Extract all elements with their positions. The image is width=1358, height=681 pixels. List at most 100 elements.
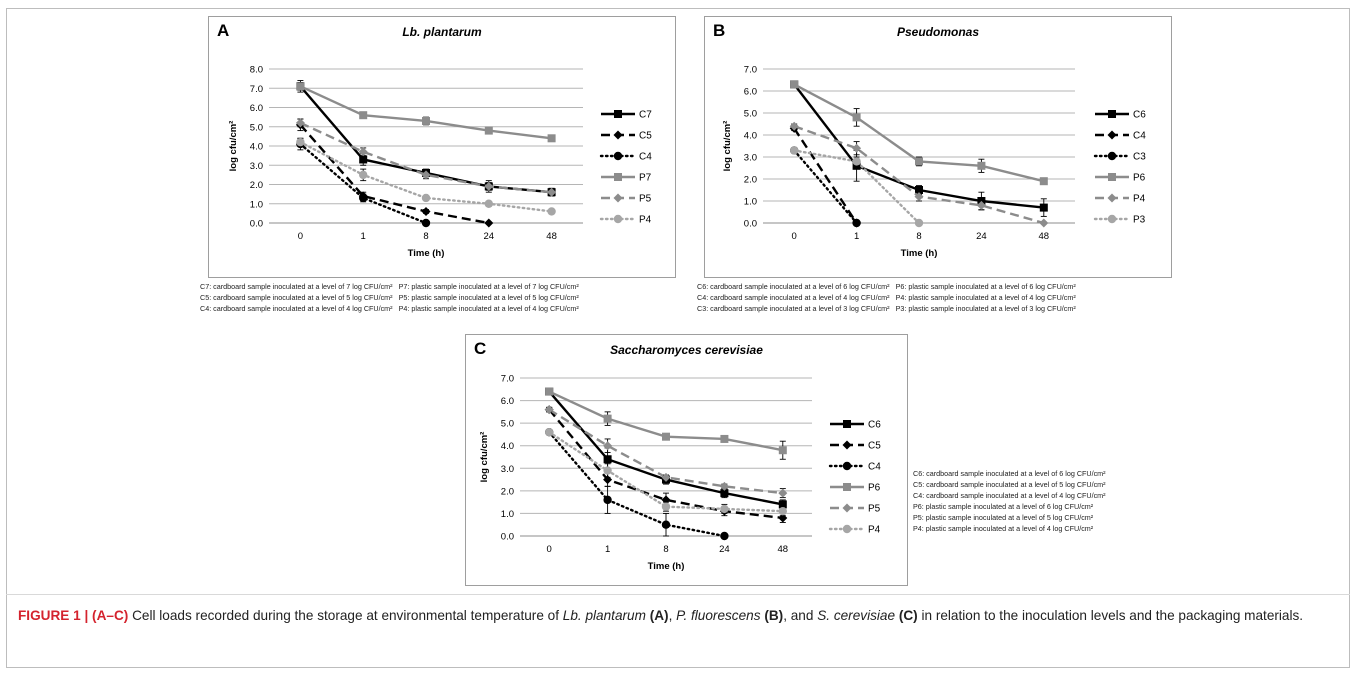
- chart-panel-a: A Lb. plantarum 0.0 1.0 2.0 3.0 4.0 5.0 6.0 7.0…: [208, 16, 676, 278]
- x-tick-label: 8: [423, 231, 428, 242]
- y-tick-label: 2.0: [744, 175, 757, 186]
- caption-run: Cell loads recorded during the storage a…: [128, 608, 563, 623]
- legend-entry-c6: C6: [830, 420, 881, 431]
- legend-label: C4: [868, 462, 881, 473]
- caption-run: , and: [783, 608, 818, 623]
- legend-marker: [613, 151, 623, 161]
- legend-entry-p5: P5: [601, 193, 652, 205]
- caption-line: P5: plastic sample inoculated at a level…: [913, 512, 1106, 523]
- legend-caption-a: C7: cardboard sample inoculated at a lev…: [200, 281, 579, 314]
- legend-entry-p6: P6: [830, 483, 881, 494]
- data-point: [778, 506, 787, 516]
- data-point: [421, 218, 431, 228]
- y-tick-label: 4.0: [744, 131, 757, 142]
- data-point: [295, 118, 305, 128]
- caption-entry: C6: cardboard sample inoculated at a lev…: [913, 469, 1106, 478]
- y-tick-label: 5.0: [744, 109, 757, 120]
- caption-run: (A): [649, 608, 669, 623]
- divider: [6, 594, 1350, 595]
- caption-run: (C): [898, 608, 918, 623]
- data-point: [662, 432, 670, 441]
- data-point: [603, 455, 612, 464]
- legend-entry-c4: C4: [828, 461, 881, 473]
- legend-marker: [613, 214, 623, 224]
- caption-run: (B): [764, 608, 784, 623]
- series-p3: [790, 146, 924, 228]
- legend-label: C4: [1133, 131, 1146, 142]
- caption-entry: C4: cardboard sample inoculated at a lev…: [913, 491, 1106, 500]
- series-line: [299, 140, 553, 213]
- data-point: [852, 143, 862, 153]
- x-tick-label: 0: [792, 231, 797, 242]
- legend-entry-p4: P4: [599, 214, 652, 226]
- data-point: [852, 218, 861, 228]
- data-point: [778, 488, 788, 498]
- data-point: [976, 200, 986, 210]
- legend-entry-p3: P3: [1093, 215, 1146, 226]
- data-point: [296, 137, 305, 147]
- legend-entry-c6: C6: [1095, 110, 1146, 121]
- data-point: [545, 387, 554, 396]
- data-point: [603, 441, 613, 451]
- y-tick-label: 6.0: [501, 396, 514, 407]
- series-line: [793, 125, 1045, 225]
- data-point: [547, 207, 556, 216]
- data-point: [421, 170, 431, 180]
- series-p4: [545, 427, 787, 517]
- legend-label: C7: [639, 110, 652, 121]
- series-line: [792, 149, 921, 225]
- caption-line: P6: plastic sample inoculated at a level…: [913, 501, 1106, 512]
- legend-marker: [842, 461, 852, 471]
- y-tick-label: 7.0: [501, 374, 514, 385]
- x-tick-label: 24: [484, 231, 495, 242]
- chart-title: Saccharomyces cerevisiae: [610, 343, 763, 357]
- figure-frame: [6, 8, 1350, 668]
- chart-svg: 0.0 1.0 2.0 3.0 4.0 5.0 6.0 7.0 8.0 0 1 8 24 48 Time (…: [228, 65, 652, 260]
- chart-title: Pseudomonas: [896, 25, 980, 39]
- legend-marker: [843, 420, 851, 428]
- y-tick-label: 1.0: [744, 197, 757, 208]
- caption-entry: P6: plastic sample inoculated at a level…: [895, 282, 1076, 291]
- caption-line: C6: cardboard sample inoculated at a lev…: [913, 468, 1106, 479]
- legend-marker: [842, 440, 852, 450]
- y-axis-label: log cfu/cm²: [228, 121, 239, 172]
- legend-marker: [614, 110, 622, 118]
- data-point: [720, 504, 729, 514]
- y-tick-label: 7.0: [744, 65, 757, 76]
- caption-entry: C6: cardboard sample inoculated at a lev…: [697, 282, 890, 291]
- series-line: [299, 142, 428, 225]
- caption-line: C3: cardboard sample inoculated at a lev…: [697, 303, 1076, 314]
- y-tick-label: 3.0: [501, 464, 514, 475]
- y-tick-label: 0.0: [501, 532, 514, 543]
- caption-entry: P3: plastic sample inoculated at a level…: [895, 304, 1076, 313]
- x-tick-label: 0: [547, 544, 552, 555]
- data-point: [719, 481, 729, 491]
- legend-label: C6: [868, 420, 881, 431]
- x-tick-label: 48: [778, 544, 789, 555]
- legend-entry-p5: P5: [830, 503, 881, 515]
- legend-label: C3: [1133, 152, 1146, 163]
- series-p4: [789, 121, 1049, 228]
- x-tick-label: 24: [976, 231, 987, 242]
- x-tick-label: 1: [361, 231, 366, 242]
- series-line: [548, 408, 783, 520]
- caption-entry: P4: plastic sample inoculated at a level…: [895, 293, 1076, 302]
- data-point: [296, 82, 305, 91]
- y-tick-label: 8.0: [250, 65, 263, 76]
- y-tick-label: 4.0: [250, 142, 263, 153]
- legend-label: C4: [639, 152, 652, 163]
- data-point: [915, 186, 923, 194]
- data-point: [484, 126, 493, 135]
- legend-label: P5: [639, 194, 652, 205]
- series-p7: [296, 82, 556, 143]
- y-tick-label: 6.0: [744, 87, 757, 98]
- legend-caption-c: C6: cardboard sample inoculated at a lev…: [913, 468, 1106, 534]
- caption-line: C4: cardboard sample inoculated at a lev…: [697, 292, 1076, 303]
- legend-marker: [1107, 193, 1117, 203]
- data-point: [359, 193, 368, 203]
- x-tick-label: 1: [605, 544, 610, 555]
- chart-svg: 0.0 1.0 2.0 3.0 4.0 5.0 6.0 7.0 0 1 8 24 48 Time (h) l…: [479, 374, 881, 573]
- legend-entry-c4: C4: [1095, 130, 1146, 142]
- data-point: [1039, 177, 1048, 186]
- x-tick-label: 24: [719, 544, 730, 555]
